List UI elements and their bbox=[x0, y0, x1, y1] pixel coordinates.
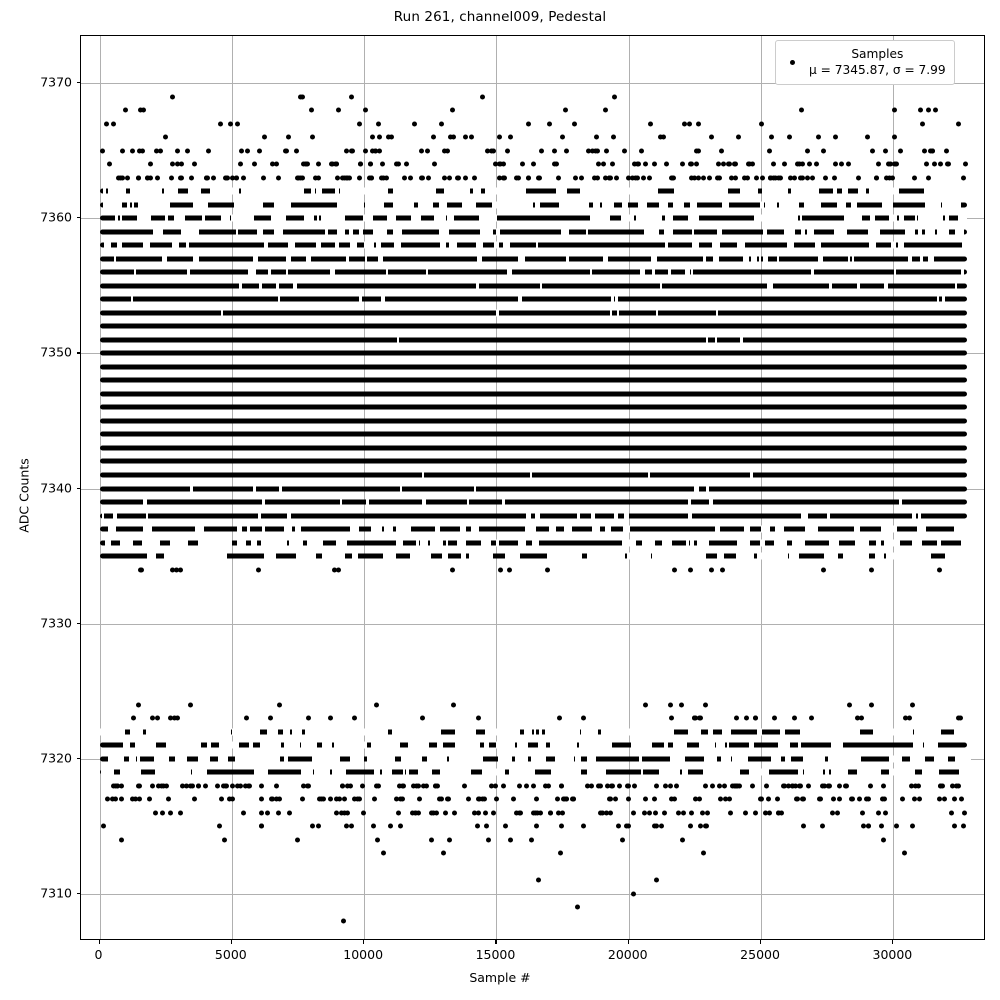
x-axis-tick-label: 25000 bbox=[740, 947, 780, 962]
gridline-horizontal bbox=[81, 623, 984, 625]
x-axis-tick bbox=[495, 940, 497, 944]
scatter-level-row bbox=[100, 715, 967, 721]
scatter-level-row bbox=[99, 336, 967, 344]
y-axis-tick bbox=[76, 217, 80, 219]
scatter-level-row bbox=[100, 134, 967, 140]
scatter-level-row bbox=[100, 850, 967, 856]
scatter-level-row bbox=[100, 877, 967, 883]
scatter-level-row bbox=[99, 768, 969, 776]
scatter-level-row bbox=[99, 755, 971, 763]
scatter-level-row bbox=[99, 295, 967, 303]
scatter-level-row bbox=[100, 107, 967, 113]
x-axis-tick-label: 20000 bbox=[607, 947, 648, 962]
scatter-level-row bbox=[100, 567, 967, 573]
chart-title: Run 261, channel009, Pedestal bbox=[393, 9, 607, 25]
scatter-level-row bbox=[99, 539, 976, 547]
scatter-level-row bbox=[99, 418, 967, 424]
scatter-level-row bbox=[99, 741, 967, 749]
scatter-level-row bbox=[99, 364, 967, 370]
y-axis-tick bbox=[76, 757, 80, 759]
scatter-level-row bbox=[100, 121, 967, 127]
legend-text: Samples μ = 7345.87, σ = 7.99 bbox=[809, 46, 946, 78]
y-axis-tick-label: 7340 bbox=[40, 480, 72, 495]
y-axis-tick-label: 7310 bbox=[40, 885, 72, 901]
scatter-level-row bbox=[99, 148, 967, 154]
scatter-level-row bbox=[99, 512, 967, 519]
y-axis-tick bbox=[76, 82, 80, 84]
x-axis-tick-label: 5000 bbox=[214, 947, 247, 962]
scatter-level-row bbox=[99, 228, 967, 236]
scatter-level-row bbox=[99, 485, 967, 492]
scatter-level-row bbox=[99, 214, 967, 222]
scatter-level-row bbox=[100, 823, 967, 829]
scatter-level-row bbox=[100, 810, 968, 816]
y-axis-tick-label: 7330 bbox=[40, 615, 72, 631]
y-axis-tick bbox=[76, 352, 80, 354]
x-axis-tick bbox=[230, 940, 232, 944]
scatter-level-row bbox=[100, 918, 967, 924]
x-axis-tick-label: 30000 bbox=[872, 947, 913, 962]
scatter-level-row bbox=[99, 445, 967, 451]
scatter-level-row bbox=[100, 837, 967, 843]
scatter-level-row bbox=[99, 404, 967, 410]
scatter-level-row bbox=[99, 471, 967, 479]
x-axis-tick bbox=[627, 940, 629, 944]
plot-area bbox=[80, 35, 985, 940]
x-axis-tick bbox=[760, 940, 762, 944]
scatter-level-row bbox=[100, 891, 967, 897]
legend[interactable]: Samples μ = 7345.87, σ = 7.99 bbox=[775, 40, 955, 86]
gridline-horizontal bbox=[81, 893, 984, 895]
scatter-level-row bbox=[100, 904, 967, 910]
scatter-level-row bbox=[99, 458, 967, 464]
scatter-level-row bbox=[99, 323, 967, 329]
scatter-level-row bbox=[100, 175, 967, 181]
scatter-level-row bbox=[99, 391, 967, 397]
y-axis-tick-label: 7350 bbox=[40, 344, 72, 360]
y-axis-tick-label: 7370 bbox=[40, 74, 72, 90]
scatter-level-row bbox=[99, 201, 967, 209]
scatter-level-row bbox=[100, 783, 967, 789]
scatter-level-row bbox=[99, 525, 968, 533]
scatter-level-row bbox=[99, 268, 967, 276]
y-axis-tick bbox=[76, 487, 80, 489]
scatter-level-row bbox=[100, 161, 969, 167]
scatter-level-row bbox=[100, 702, 967, 708]
legend-label-samples: Samples bbox=[851, 47, 904, 61]
scatter-level-row bbox=[99, 241, 974, 249]
x-axis-label: Sample # bbox=[469, 970, 531, 985]
x-axis-tick-label: 0 bbox=[94, 947, 103, 962]
x-axis-tick-label: 15000 bbox=[475, 947, 516, 962]
y-axis-tick bbox=[76, 622, 80, 624]
legend-label-stats: μ = 7345.87, σ = 7.99 bbox=[809, 63, 946, 78]
y-axis-tick bbox=[76, 892, 80, 894]
scatter-level-row bbox=[99, 728, 969, 736]
x-axis-tick bbox=[892, 940, 894, 944]
scatter-level-row bbox=[99, 255, 967, 263]
scatter-level-row bbox=[99, 187, 968, 195]
scatter-level-row bbox=[99, 377, 967, 383]
scatter-level-row bbox=[99, 309, 967, 317]
y-axis-tick-label: 7360 bbox=[40, 209, 72, 225]
scatter-level-row bbox=[99, 552, 978, 560]
legend-marker-dot-icon bbox=[784, 59, 800, 65]
y-axis-tick-label: 7320 bbox=[40, 750, 72, 766]
scatter-level-row bbox=[100, 94, 967, 100]
gridline-horizontal bbox=[81, 83, 984, 85]
scatter-level-row bbox=[100, 796, 967, 802]
y-axis-label: ADC Counts bbox=[16, 458, 32, 533]
scatter-level-row bbox=[99, 431, 967, 437]
x-axis-tick bbox=[363, 940, 365, 944]
scatter-level-row bbox=[99, 350, 967, 356]
scatter-level-row bbox=[99, 498, 967, 506]
x-axis-tick-label: 10000 bbox=[343, 947, 384, 962]
scatter-level-row bbox=[99, 282, 967, 290]
x-axis-tick bbox=[98, 940, 100, 944]
